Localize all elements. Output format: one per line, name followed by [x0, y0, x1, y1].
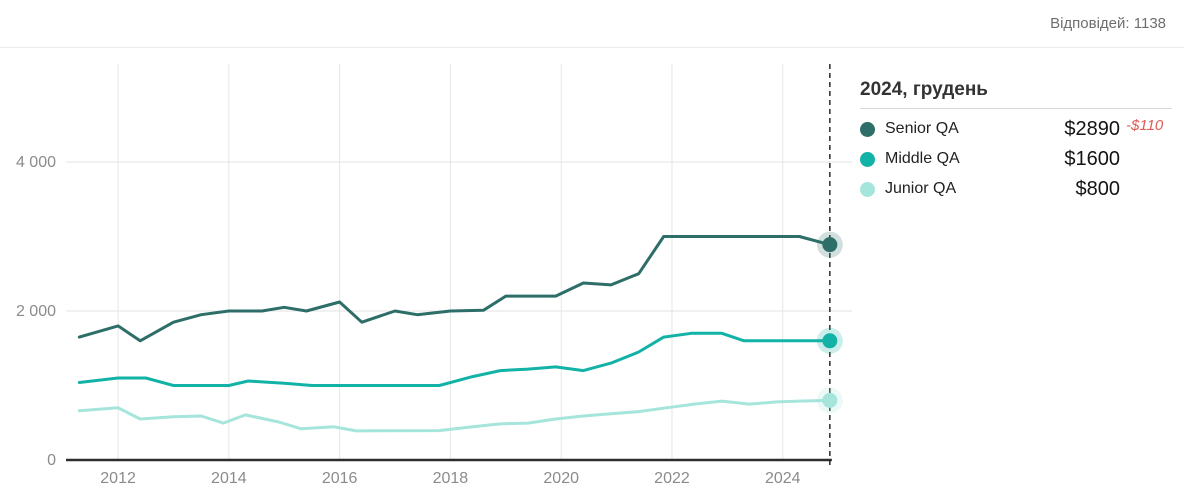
senior-series-swatch-icon	[860, 121, 875, 137]
y-axis-tick-label: 4 000	[16, 154, 56, 171]
x-axis-tick-label: 2020	[543, 470, 579, 487]
x-axis-tick-label: 2014	[211, 470, 247, 487]
legend-row-middle: Middle QA $1600	[860, 144, 1172, 174]
legend-row-senior: Senior QA $2890 -$110	[860, 114, 1172, 144]
senior-series-value: $2890	[1064, 117, 1120, 140]
junior-series-swatch-icon	[860, 181, 875, 197]
series-line-senior-qa	[77, 235, 832, 343]
middle-series-value: $1600	[1064, 147, 1120, 170]
topbar: Відповідей: 1138	[0, 0, 1184, 48]
series-endpoint-junior-qa-dot[interactable]	[822, 392, 838, 408]
y-axis-tick-label: 0	[47, 452, 56, 469]
senior-series-delta: -$110	[1126, 116, 1164, 134]
middle-series-label: Middle QA	[885, 150, 960, 167]
series-endpoint-middle-qa-dot[interactable]	[822, 333, 838, 349]
x-axis-tick-label: 2016	[322, 470, 358, 487]
x-axis-tick-label: 2022	[654, 470, 690, 487]
x-axis-tick-label: 2024	[765, 470, 801, 487]
legend-panel: 2024, грудень Senior QA $2890 -$110 Midd…	[860, 78, 1172, 204]
series-endpoint-senior-qa-dot[interactable]	[822, 237, 838, 253]
junior-series-label: Junior QA	[885, 180, 957, 197]
junior-series-value: $800	[1075, 177, 1121, 200]
middle-series-swatch-icon	[860, 151, 875, 167]
legend-row-junior: Junior QA $800	[860, 174, 1172, 204]
legend-title: 2024, грудень	[860, 78, 1172, 109]
x-axis-tick-label: 2012	[100, 470, 136, 487]
series-line-junior-qa	[77, 398, 832, 433]
legend-rows: Senior QA $2890 -$110 Middle QA $1600 Ju…	[860, 114, 1172, 204]
senior-series-label: Senior QA	[885, 120, 959, 137]
x-axis-tick-label: 2018	[433, 470, 469, 487]
responses-count: Відповідей: 1138	[1050, 15, 1166, 32]
y-axis-tick-label: 2 000	[16, 303, 56, 320]
series-line-middle-qa	[77, 331, 832, 387]
